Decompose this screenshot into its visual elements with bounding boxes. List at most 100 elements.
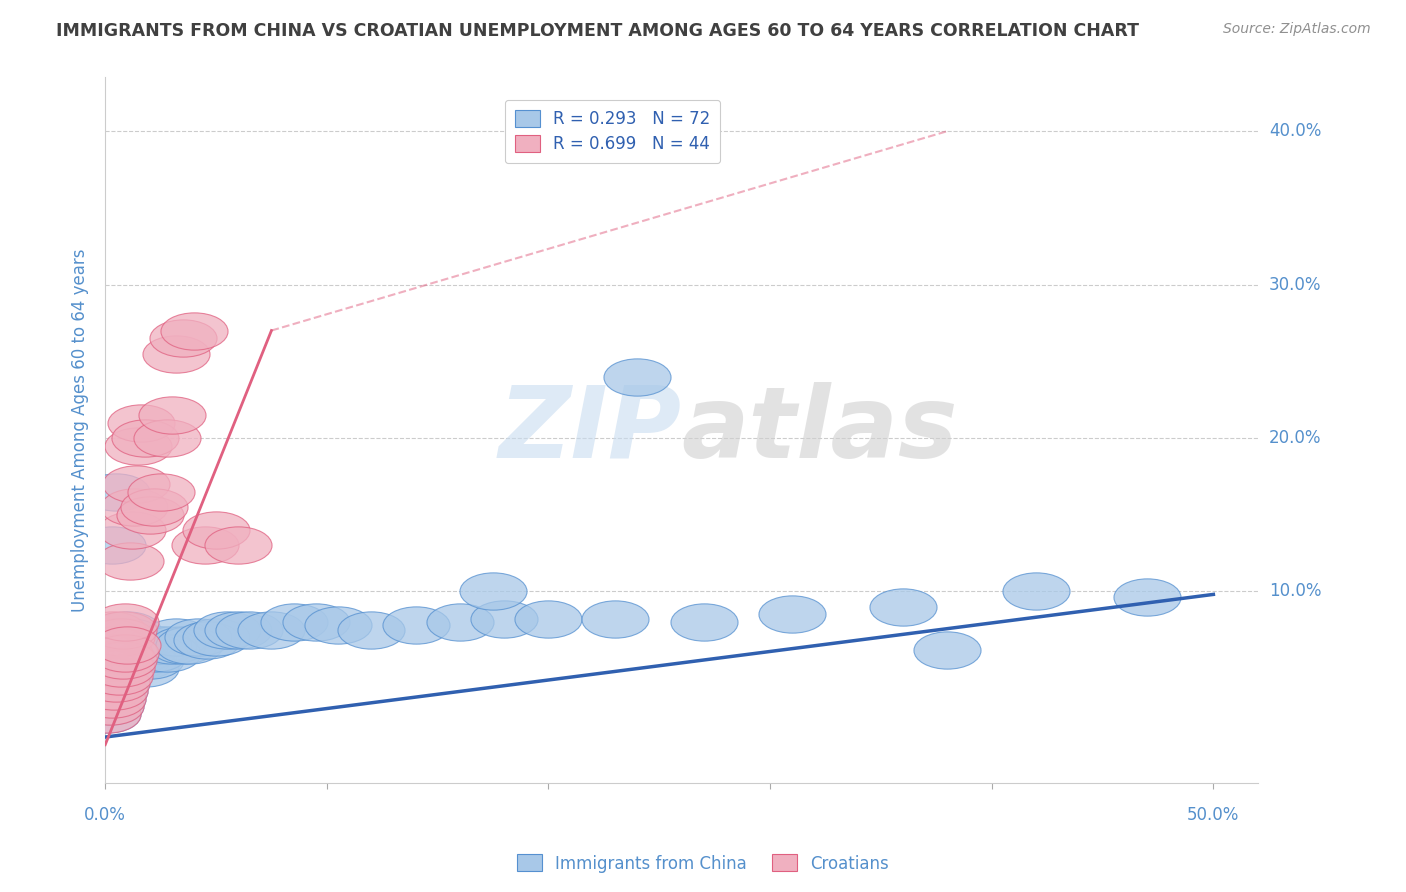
Point (117, 623, 139, 637)
Point (101, 661, 124, 675)
Point (101, 669, 124, 683)
Point (110, 646, 132, 660)
Text: 30.0%: 30.0% (1268, 276, 1322, 293)
Point (172, 331, 194, 345)
Point (160, 408, 183, 422)
Point (96, 707, 118, 722)
Point (96, 684, 118, 698)
Point (103, 653, 125, 667)
Point (205, 631, 228, 645)
Point (138, 653, 160, 667)
Point (111, 631, 134, 645)
Point (96, 661, 118, 675)
Point (98, 631, 121, 645)
Point (121, 638, 143, 652)
Point (111, 653, 134, 667)
Point (165, 346, 187, 360)
Point (143, 646, 166, 660)
Point (105, 676, 128, 690)
Point (138, 508, 160, 522)
Point (103, 684, 125, 698)
Point (782, 607, 804, 622)
Text: Source: ZipAtlas.com: Source: ZipAtlas.com (1223, 22, 1371, 37)
Point (160, 638, 183, 652)
Point (98, 684, 121, 698)
Point (134, 661, 156, 675)
Point (105, 484, 128, 499)
Point (217, 623, 239, 637)
Text: IMMIGRANTS FROM CHINA VS CROATIAN UNEMPLOYMENT AMONG AGES 60 TO 64 YEARS CORRELA: IMMIGRANTS FROM CHINA VS CROATIAN UNEMPL… (56, 22, 1139, 40)
Y-axis label: Unemployment Among Ages 60 to 64 years: Unemployment Among Ages 60 to 64 years (72, 249, 89, 612)
Point (110, 661, 132, 675)
Point (260, 623, 283, 637)
Point (149, 484, 172, 499)
Point (127, 439, 149, 453)
Point (125, 653, 148, 667)
Point (105, 653, 128, 667)
Point (283, 615, 305, 629)
Point (103, 638, 125, 652)
Point (96, 646, 118, 660)
Point (205, 523, 228, 537)
Point (179, 638, 201, 652)
Legend: R = 0.293   N = 72, R = 0.699   N = 44: R = 0.293 N = 72, R = 0.699 N = 44 (505, 100, 720, 163)
Point (238, 623, 260, 637)
Point (103, 669, 125, 683)
Point (110, 631, 132, 645)
Point (626, 369, 648, 384)
Point (148, 638, 170, 652)
Point (101, 676, 124, 690)
Point (117, 646, 139, 660)
Text: 20.0%: 20.0% (1268, 429, 1322, 447)
Point (110, 661, 132, 675)
Point (105, 661, 128, 675)
Point (305, 615, 328, 629)
Point (105, 646, 128, 660)
Point (326, 618, 349, 632)
Point (98, 699, 121, 714)
Text: ZIP: ZIP (499, 382, 682, 479)
Point (156, 431, 179, 445)
Point (107, 669, 129, 683)
Point (1136, 591, 1159, 605)
Point (482, 584, 505, 599)
Point (101, 646, 124, 660)
Point (101, 538, 124, 552)
Legend: Immigrants from China, Croatians: Immigrants from China, Croatians (510, 847, 896, 880)
Point (156, 646, 179, 660)
Point (122, 646, 145, 660)
Point (405, 618, 427, 632)
Point (172, 638, 194, 652)
Point (122, 500, 145, 514)
Point (98, 699, 121, 714)
Point (103, 661, 125, 675)
Point (107, 638, 129, 652)
Point (226, 623, 249, 637)
Point (96, 691, 118, 706)
Point (114, 646, 136, 660)
Point (152, 638, 174, 652)
Point (603, 612, 626, 626)
Point (226, 538, 249, 552)
Point (143, 500, 166, 514)
Point (98, 669, 121, 683)
Point (105, 676, 128, 690)
Point (187, 631, 209, 645)
Point (118, 554, 141, 568)
Point (537, 612, 560, 626)
Point (134, 431, 156, 445)
Point (114, 638, 136, 652)
Point (692, 615, 714, 629)
Point (891, 599, 914, 614)
Point (96, 676, 118, 690)
Point (121, 523, 143, 537)
Point (129, 646, 152, 660)
Point (101, 623, 124, 637)
Point (360, 623, 382, 637)
Point (114, 615, 136, 629)
Point (98, 676, 121, 690)
Point (101, 646, 124, 660)
Point (98, 653, 121, 667)
Text: 0.0%: 0.0% (84, 806, 127, 824)
Point (103, 684, 125, 698)
